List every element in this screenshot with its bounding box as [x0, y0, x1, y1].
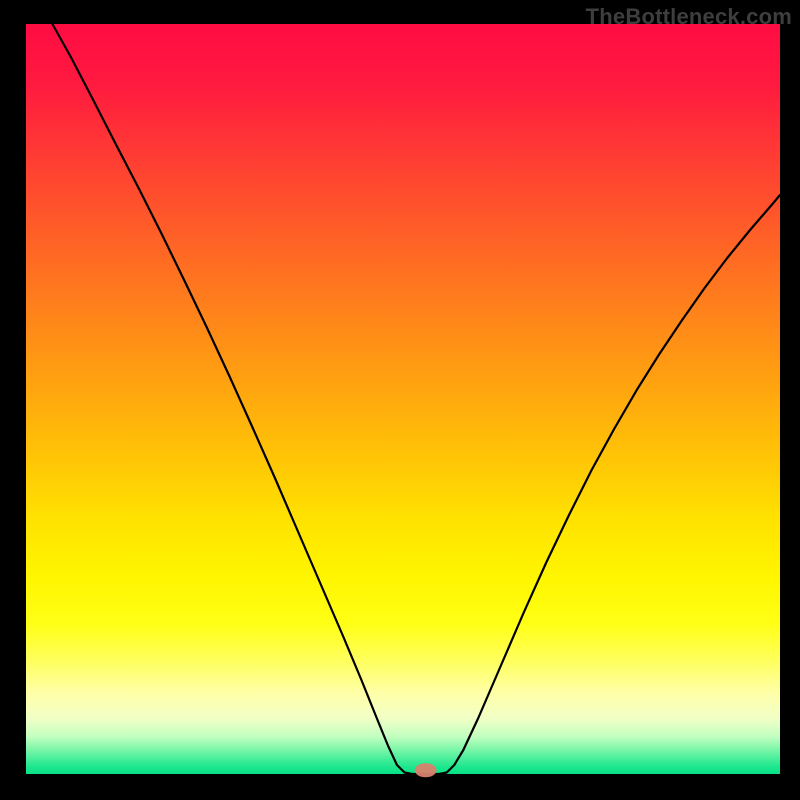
bottleneck-chart	[0, 0, 800, 800]
gradient-background	[26, 24, 780, 774]
watermark-text: TheBottleneck.com	[586, 4, 792, 30]
optimal-marker	[415, 763, 437, 777]
